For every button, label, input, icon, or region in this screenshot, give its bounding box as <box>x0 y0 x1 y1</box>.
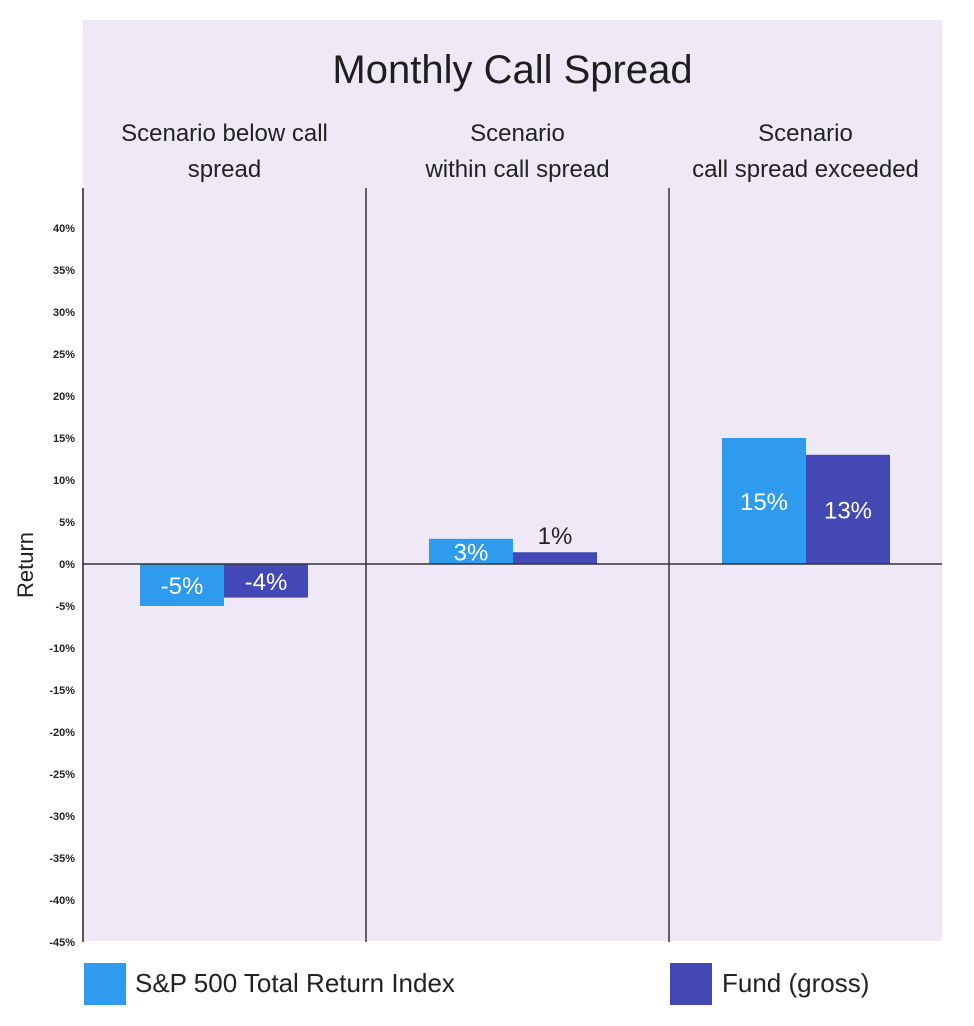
data-label: 15% <box>740 489 788 516</box>
y-tick-label: 20% <box>53 391 75 403</box>
scenario-label-exceeded: Scenario call spread exceeded <box>669 116 942 188</box>
y-tick-label: -10% <box>49 643 75 655</box>
y-tick-label: 5% <box>59 517 75 529</box>
y-tick-label: -25% <box>49 769 75 781</box>
bar <box>140 564 224 606</box>
data-label: -4% <box>245 569 288 596</box>
scenario-label-line: Scenario <box>758 120 853 147</box>
y-tick-label: 10% <box>53 475 75 487</box>
scenario-label-line: spread <box>187 156 262 183</box>
legend-swatch-sp500 <box>84 963 126 1005</box>
legend-swatch-fund <box>670 963 712 1005</box>
chart-title: Monthly Call Spread <box>332 48 693 92</box>
scenario-label-within: Scenario within call spread <box>366 116 669 188</box>
y-tick-label: -45% <box>49 937 75 949</box>
y-tick-label: -20% <box>49 727 75 739</box>
legend-label-sp500: S&P 500 Total Return Index <box>135 968 455 998</box>
scenario-label-line: Scenario <box>470 120 565 147</box>
bar <box>224 564 308 598</box>
data-label: 3% <box>454 539 489 566</box>
y-tick-label: 15% <box>53 433 75 445</box>
bar <box>429 538 513 564</box>
y-tick-label: 40% <box>53 223 75 235</box>
data-label: 13% <box>824 497 872 524</box>
y-tick-label: -30% <box>49 811 75 823</box>
y-tick-label: -5% <box>55 601 75 613</box>
bar <box>513 552 597 564</box>
bar <box>806 454 890 564</box>
scenario-label-line: Scenario below call <box>121 120 328 147</box>
y-tick-label: 35% <box>53 265 75 277</box>
legend-label-fund: Fund (gross) <box>722 968 870 998</box>
data-label: -5% <box>161 573 204 600</box>
scenario-label-line: within call spread <box>425 156 610 183</box>
scenario-label-line: call spread exceeded <box>692 156 919 183</box>
y-tick-label: 25% <box>53 349 75 361</box>
y-tick-label: 30% <box>53 307 75 319</box>
y-tick-label: 0% <box>59 559 75 571</box>
y-tick-label: -40% <box>49 895 75 907</box>
data-label: 1% <box>538 523 573 550</box>
y-tick-label: -35% <box>49 853 75 865</box>
scenario-label-below: Scenario below call spread <box>83 116 366 188</box>
bar <box>722 438 806 564</box>
y-tick-label: -15% <box>49 685 75 697</box>
